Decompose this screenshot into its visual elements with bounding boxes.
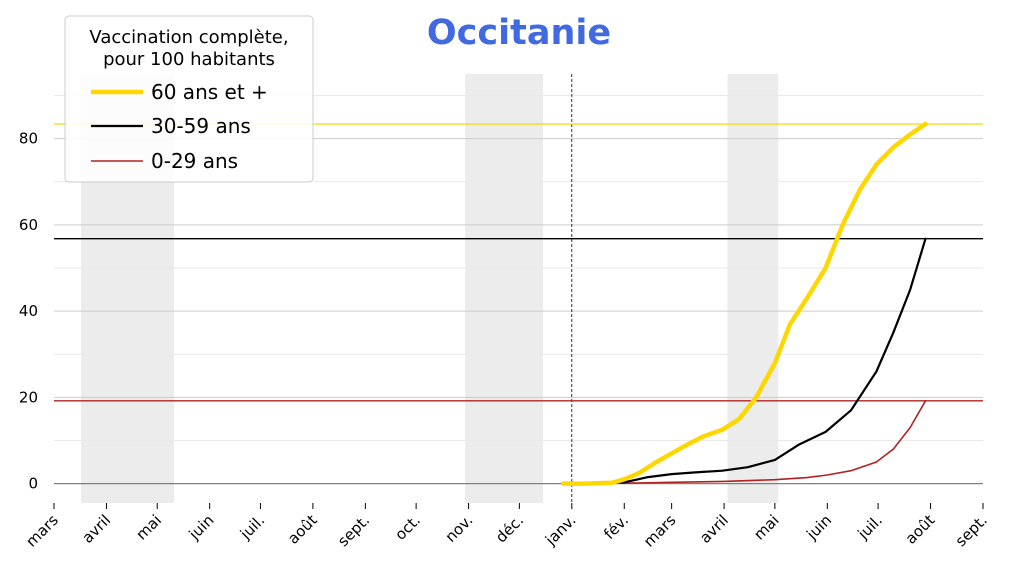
y-tick-label: 80 [19,130,38,148]
y-tick-label: 0 [28,475,38,493]
x-axis: mars avril mai juin juil. août sept. oct. nov. dé… [22,503,991,551]
y-axis: 0 20 40 60 80 [19,130,38,493]
x-tick-label: juil. [236,511,268,543]
x-tick-label: nov. [442,511,477,546]
x-tick-label: juin [802,511,835,544]
series-lines [561,121,928,486]
x-tick-label: janv. [541,511,579,549]
series-line [561,121,928,486]
x-tick-label: déc. [492,511,527,546]
x-tick-label: août [902,511,939,548]
y-tick-label: 40 [19,302,38,320]
series-line [562,399,927,485]
x-tick-label: mars [22,511,62,551]
x-tick-label: sept. [952,511,991,550]
x-tick-label: fév. [600,511,632,543]
legend-box [64,15,314,183]
x-tick-label: juil. [854,511,886,543]
y-tick-label: 20 [19,388,38,406]
x-tick-label: mai [750,511,783,544]
legend: Vaccination complète, pour 100 habitants 6… [64,15,314,183]
legend-entry: 0-29 ans [151,149,238,173]
legend-entry: 60 ans et + [151,80,268,104]
legend-title: Vaccination complète, pour 100 habitants [89,27,288,70]
x-tick-label: oct. [391,511,424,544]
x-tick-label: mai [133,511,166,544]
x-tick-label: juin [185,511,218,544]
x-tick-label: août [284,511,321,548]
shaded-period [727,74,779,503]
x-tick-label: avril [696,511,732,547]
x-tick-label: sept. [334,511,373,550]
series-line [562,237,927,485]
legend-entry: 30-59 ans [151,114,251,138]
x-tick-label: avril [79,511,115,547]
x-tick-label: mars [640,511,680,551]
chart-title: Occitanie [427,13,611,53]
y-tick-label: 60 [19,216,38,234]
shaded-period [465,74,544,503]
